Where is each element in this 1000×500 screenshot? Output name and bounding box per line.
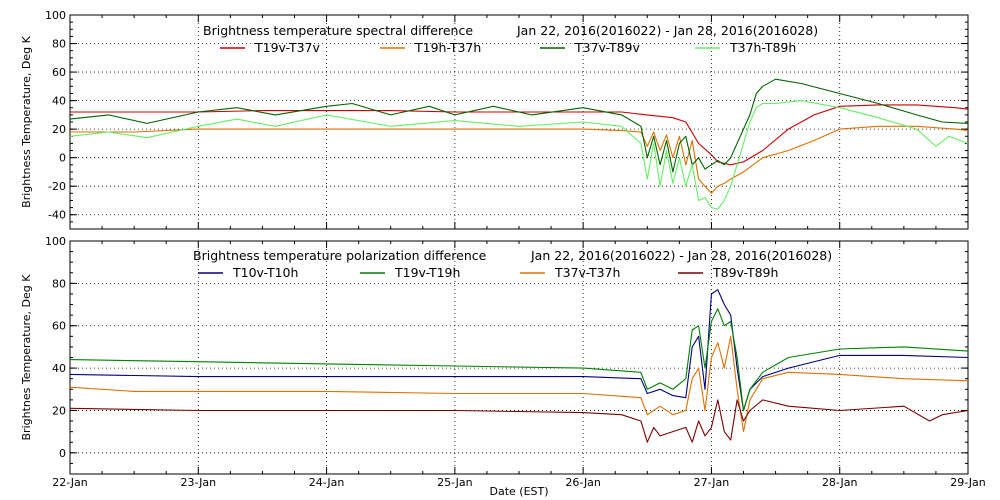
x-tick-label: 26-Jan — [565, 476, 601, 489]
y-tick-label: 100 — [45, 9, 66, 22]
series-line-t19h-t37h — [70, 125, 969, 194]
y-axis-label: Brightness Temperature, Deg K — [20, 35, 33, 207]
x-tick-label: 24-Jan — [309, 476, 345, 489]
legend-label: T37h-T89h — [729, 40, 796, 55]
series-line-t10v-t10h — [69, 289, 969, 412]
x-tick-label: 28-Jan — [822, 476, 858, 489]
y-tick-label: 20 — [52, 404, 66, 417]
series-line-t37v-t37h — [69, 335, 969, 433]
y-tick-label: 40 — [52, 95, 66, 108]
plot-frame — [69, 14, 969, 230]
series-line-t19v-t19h — [69, 308, 969, 412]
legend-label: T37v-T89v — [574, 40, 641, 55]
y-tick-label: 60 — [52, 320, 66, 333]
chart-title: Brightness temperature spectral differen… — [203, 23, 473, 38]
x-tick-label: 29-Jan — [950, 476, 986, 489]
legend-label: T89v-T89h — [712, 265, 778, 280]
chart-subtitle: Jan 22, 2016(2016022) - Jan 28, 2016(201… — [516, 23, 818, 38]
y-tick-label: -40 — [48, 209, 66, 222]
series-line-t19v-t37v — [70, 104, 969, 166]
y-tick-label: 0 — [59, 152, 66, 165]
y-tick-label: 0 — [59, 447, 66, 460]
spectral-difference-panel: -40 -20 0 20 40 60 80 100 Brightness Temperature… — [20, 9, 969, 230]
y-tick-label: 100 — [45, 235, 66, 248]
y-tick-label: 80 — [52, 277, 66, 290]
chart-title: Brightness temperature polarization diff… — [193, 248, 487, 263]
chart-subtitle: Jan 22, 2016(2016022) - Jan 28, 2016(201… — [530, 248, 832, 263]
x-tick-label: 22-Jan — [52, 476, 88, 489]
series-line-t89v-t89h — [69, 399, 969, 443]
legend-label: T19v-T19h — [394, 265, 460, 280]
y-tick-label: 20 — [52, 123, 66, 136]
legend-label: T37v-T37h — [554, 265, 620, 280]
legend-label: T19v-T37v — [254, 40, 321, 55]
y-tick-label: -20 — [48, 180, 66, 193]
legend-label: T10v-T10h — [232, 265, 298, 280]
x-tick-label: 27-Jan — [694, 476, 730, 489]
y-axis-label: Brightnes Temperature, Deg K — [20, 274, 33, 441]
x-tick-label: 25-Jan — [437, 476, 473, 489]
x-axis-label: Date (EST) — [489, 485, 548, 498]
y-tick-label: 40 — [52, 362, 66, 375]
series-line-t37h-t89h — [69, 100, 969, 210]
y-tick-label: 60 — [52, 66, 66, 79]
legend-label: T19h-T37h — [414, 40, 481, 55]
y-tick-label: 80 — [52, 38, 66, 51]
polarization-difference-panel: 0 20 40 60 80 100 22-Jan 23-Jan 24-Jan 25-Jan 26-J… — [20, 235, 986, 489]
x-tick-label: 23-Jan — [181, 476, 217, 489]
series-line-t37v-t89v — [69, 78, 969, 173]
